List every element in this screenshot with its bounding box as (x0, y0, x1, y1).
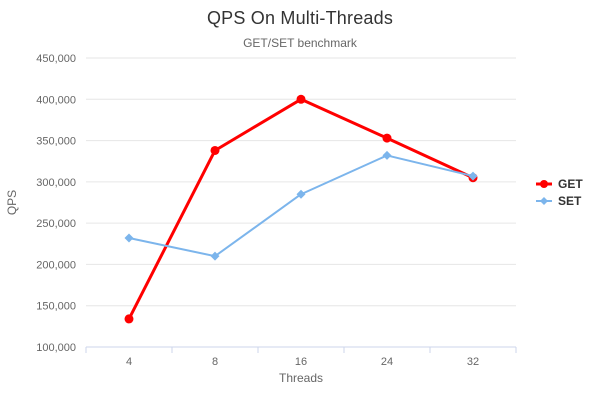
get-series-line (127, 97, 475, 321)
y-axis-tick-label: 100,000 (36, 342, 76, 354)
x-axis-tick-label: 32 (467, 356, 479, 368)
set-data-point[interactable] (210, 251, 220, 261)
set-series-line (128, 154, 474, 258)
set-data-point[interactable] (124, 233, 134, 243)
legend-item-get[interactable]: GET (558, 177, 583, 191)
y-axis-tick-label: 250,000 (36, 218, 76, 230)
get-data-point[interactable] (124, 314, 134, 324)
get-data-point[interactable] (210, 145, 220, 155)
y-axis-tick-label: 450,000 (36, 53, 76, 65)
y-axis-tick-label: 400,000 (36, 94, 76, 106)
y-axis-tick-label: 150,000 (36, 301, 76, 313)
chart-subtitle: GET/SET benchmark (243, 36, 357, 50)
y-axis-tick-label: 200,000 (36, 259, 76, 271)
set-legend-marker (540, 197, 548, 205)
legend-item-set[interactable]: SET (558, 194, 582, 208)
x-axis-tick-label: 16 (295, 356, 307, 368)
x-axis-tick-label: 8 (212, 356, 218, 368)
set-data-point[interactable] (468, 171, 478, 181)
y-axis-tick-label: 350,000 (36, 136, 76, 148)
y-axis-title: QPS (5, 190, 19, 215)
set-data-point[interactable] (382, 150, 392, 160)
x-axis-tick-label: 4 (126, 356, 132, 368)
chart-title: QPS On Multi-Threads (206, 8, 394, 28)
get-data-point[interactable] (296, 94, 306, 104)
x-axis-title: Threads (279, 371, 323, 385)
get-data-point[interactable] (382, 133, 392, 143)
get-legend-marker (540, 180, 548, 188)
x-axis-tick-label: 24 (381, 356, 393, 368)
y-axis-tick-label: 300,000 (36, 177, 76, 189)
set-data-point[interactable] (296, 189, 306, 199)
